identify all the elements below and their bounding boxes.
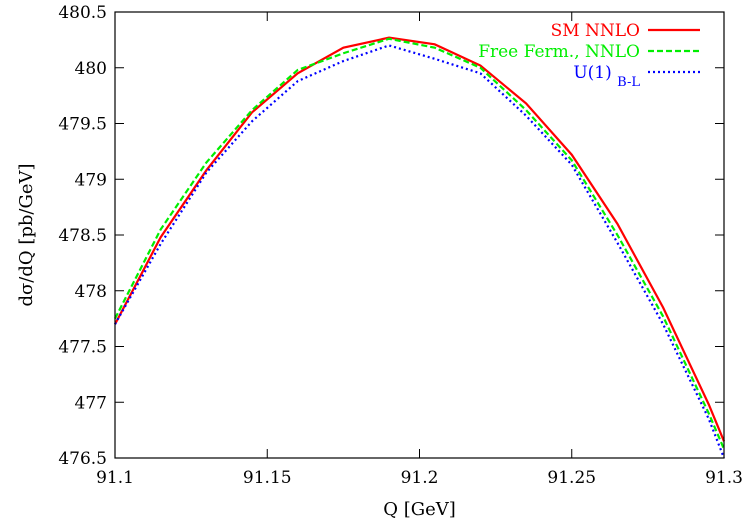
- x-tick-label: 91.1: [96, 468, 134, 488]
- y-tick-label: 477: [75, 393, 107, 413]
- x-axis-ticks: 91.1 91.15 91.2 91.25 91.3: [96, 12, 743, 488]
- legend: SM NNLO Free Ferm., NNLO U(1) B-L: [478, 21, 700, 90]
- y-tick-label: 478: [75, 282, 107, 302]
- y-tick-label: 479: [75, 170, 107, 190]
- series-line-1: [114, 37, 726, 450]
- plot-frame: [114, 11, 725, 459]
- y-tick-label: 476.5: [58, 449, 107, 469]
- y-tick-label: 478.5: [58, 226, 107, 246]
- x-tick-label: 91.2: [401, 468, 439, 488]
- x-tick-label: 91.3: [705, 468, 743, 488]
- y-tick-label: 479.5: [58, 115, 107, 135]
- legend-label-free-ferm: Free Ferm., NNLO: [478, 42, 640, 62]
- y-tick-label: 480.5: [58, 3, 107, 23]
- x-axis-title: Q [GeV]: [383, 499, 456, 520]
- series-line-0: [114, 36, 726, 442]
- y-tick-label: 477.5: [58, 338, 107, 358]
- x-tick-label: 91.25: [547, 468, 596, 488]
- legend-label-u1-sub: B-L: [617, 75, 640, 90]
- legend-label-u1-bl: U(1) B-L: [573, 63, 640, 90]
- y-axis-title: dσ/dQ [pb/GeV]: [16, 163, 37, 306]
- x-tick-label: 91.15: [243, 468, 292, 488]
- y-tick-label: 480: [75, 59, 107, 79]
- legend-label-u1-base: U(1): [573, 63, 611, 83]
- y-axis-ticks: 476.5 477 477.5 478 478.5 479 479.5 480 480.5: [58, 3, 724, 469]
- series-lines: [114, 36, 726, 459]
- legend-label-sm-nnlo: SM NNLO: [551, 21, 640, 41]
